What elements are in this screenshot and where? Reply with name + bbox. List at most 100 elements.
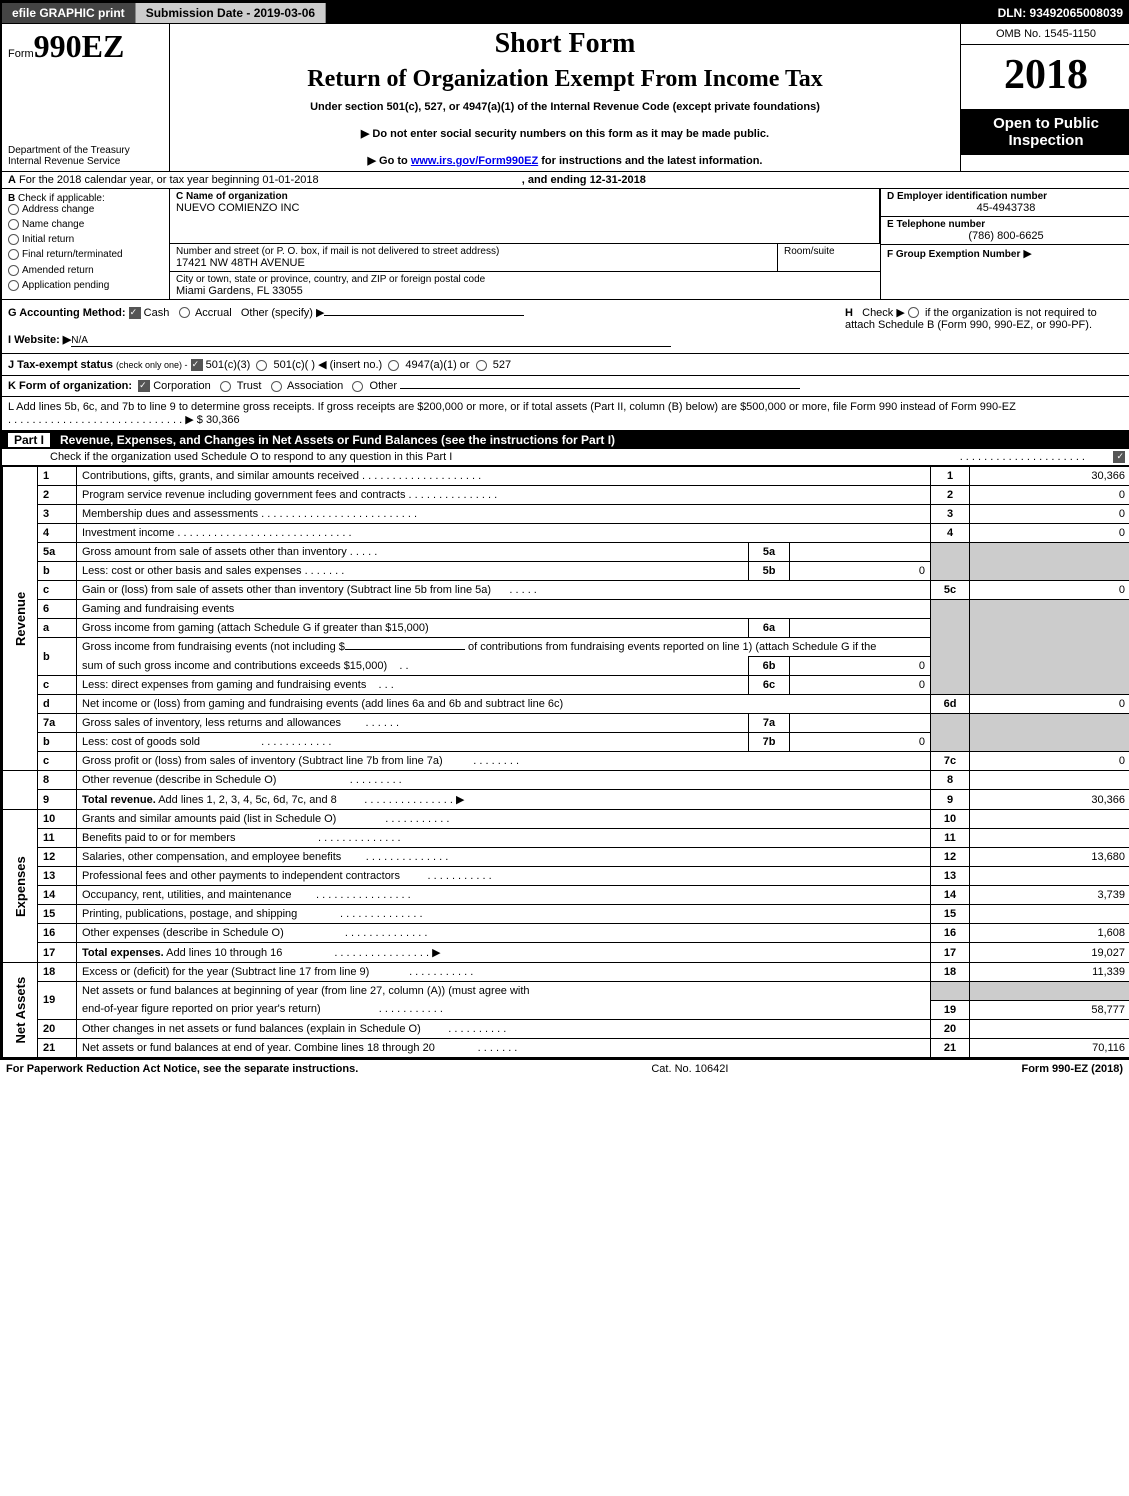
form-number: Form990EZ [8, 28, 163, 65]
netassets-side-label: Net Assets [3, 963, 38, 1058]
application-pending-radio[interactable] [8, 280, 19, 291]
line-5a-subval [790, 543, 931, 562]
return-title: Return of Organization Exempt From Incom… [176, 66, 954, 93]
line-12-amt: 13,680 [970, 848, 1129, 867]
amended-return-radio[interactable] [8, 265, 19, 276]
header-left: Form990EZ Department of the Treasury Int… [2, 24, 170, 171]
irs-link[interactable]: www.irs.gov/Form990EZ [411, 155, 538, 167]
dln-label: DLN: 93492065008039 [990, 3, 1129, 23]
line-4-desc: Investment income . . . . . . . . . . . … [77, 524, 931, 543]
l-amount: ▶ $ 30,366 [185, 414, 239, 426]
line-5b-sub: 5b [749, 562, 790, 581]
address-change-label: Address change [22, 204, 94, 215]
schedule-o-checkbox[interactable] [1113, 451, 1125, 463]
line-7a-subval [790, 714, 931, 733]
line-6d-num: d [38, 695, 77, 714]
street-label: Number and street (or P. O. box, if mail… [176, 246, 771, 257]
website-line[interactable]: N/A [71, 334, 671, 347]
part-1-title: Revenue, Expenses, and Changes in Net As… [60, 433, 1125, 447]
line-6a-subval [790, 619, 931, 638]
4947-radio[interactable] [388, 360, 399, 371]
line-14-num: 14 [38, 886, 77, 905]
name-address-column: C Name of organization NUEVO COMIENZO IN… [169, 189, 880, 299]
other-org-line[interactable] [400, 388, 800, 389]
line-7b-subval: 0 [790, 733, 931, 752]
line-5c-desc: Gain or (loss) from sale of assets other… [77, 581, 931, 600]
line-8-box: 8 [931, 771, 970, 790]
j-note: (check only one) - [116, 360, 188, 370]
i-label: I Website: ▶ [8, 334, 71, 346]
schedule-table: Revenue 1 Contributions, gifts, grants, … [2, 466, 1129, 1058]
submission-date-tab: Submission Date - 2019-03-06 [136, 3, 326, 23]
revenue-side-label: Revenue [3, 467, 38, 771]
line-19-desc-1: Net assets or fund balances at beginning… [77, 982, 931, 1001]
accrual-radio[interactable] [179, 307, 190, 318]
501c-radio[interactable] [256, 360, 267, 371]
line-3-amt: 0 [970, 505, 1129, 524]
address-change-radio[interactable] [8, 204, 19, 215]
501c3-checkbox[interactable] [191, 359, 203, 371]
application-pending-label: Application pending [22, 280, 109, 291]
website-value: N/A [71, 335, 88, 346]
open-line-2: Inspection [965, 132, 1127, 149]
line-6-shade [931, 600, 970, 695]
line-7c: c Gross profit or (loss) from sales of i… [3, 752, 1129, 771]
line-5b-subval: 0 [790, 562, 931, 581]
line-20-box: 20 [931, 1019, 970, 1038]
header-center: Short Form Return of Organization Exempt… [170, 24, 960, 171]
fundraising-amount-line[interactable] [345, 649, 465, 650]
name-change-radio[interactable] [8, 219, 19, 230]
group-exemption-label: F Group Exemption Number [887, 249, 1020, 260]
527-radio[interactable] [476, 360, 487, 371]
501c-label: 501(c)( ) ◀ (insert no.) [273, 359, 382, 371]
cash-checkbox[interactable] [129, 307, 141, 319]
line-4-amt: 0 [970, 524, 1129, 543]
line-12-box: 12 [931, 848, 970, 867]
line-19-box: 19 [931, 1000, 970, 1019]
association-radio[interactable] [271, 381, 282, 392]
line-6c-desc: Less: direct expenses from gaming and fu… [77, 676, 749, 695]
section-b: B Check if applicable: Address change Na… [2, 189, 1129, 300]
final-return-radio[interactable] [8, 249, 19, 260]
street-address-box: Number and street (or P. O. box, if mail… [170, 244, 778, 271]
line-19-2: end-of-year figure reported on prior yea… [3, 1000, 1129, 1019]
line-6-num: 6 [38, 600, 77, 619]
expenses-side-label: Expenses [3, 810, 38, 963]
footer-right: Form 990-EZ (2018) [1021, 1063, 1123, 1075]
line-6d-amt: 0 [970, 695, 1129, 714]
line-21-amt: 70,116 [970, 1038, 1129, 1057]
revenue-side-8 [3, 771, 38, 810]
trust-label: Trust [237, 380, 262, 392]
dept-line-2: Internal Revenue Service [8, 156, 163, 167]
other-org-radio[interactable] [352, 381, 363, 392]
line-5a-num: 5a [38, 543, 77, 562]
line-4-box: 4 [931, 524, 970, 543]
line-8-amt [970, 771, 1129, 790]
line-2-box: 2 [931, 486, 970, 505]
row-l: L Add lines 5b, 6c, and 7b to line 9 to … [2, 397, 1129, 431]
h-check-label: Check ▶ [862, 307, 905, 319]
trust-radio[interactable] [220, 381, 231, 392]
initial-return-radio[interactable] [8, 234, 19, 245]
line-7a-sub: 7a [749, 714, 790, 733]
line-7-shade [931, 714, 970, 752]
omb-number: OMB No. 1545-1150 [961, 24, 1129, 45]
line-16-amt: 1,608 [970, 924, 1129, 943]
line-7b-desc: Less: cost of goods sold . . . . . . . .… [77, 733, 749, 752]
line-9-amt: 30,366 [970, 790, 1129, 810]
line-8-num: 8 [38, 771, 77, 790]
line-12: 12 Salaries, other compensation, and emp… [3, 848, 1129, 867]
efile-tab[interactable]: efile GRAPHIC print [2, 3, 136, 23]
corporation-checkbox[interactable] [138, 380, 150, 392]
line-21-num: 21 [38, 1038, 77, 1057]
schedule-b-radio[interactable] [908, 307, 919, 318]
line-19-1: 19 Net assets or fund balances at beginn… [3, 982, 1129, 1001]
line-6a-sub: 6a [749, 619, 790, 638]
room-suite-box: Room/suite [778, 244, 880, 271]
other-specify-line[interactable] [324, 315, 524, 316]
amended-return-label: Amended return [22, 265, 94, 276]
line-14-desc: Occupancy, rent, utilities, and maintena… [77, 886, 931, 905]
subtitle: Under section 501(c), 527, or 4947(a)(1)… [176, 101, 954, 113]
line-9: 9 Total revenue. Add lines 1, 2, 3, 4, 5… [3, 790, 1129, 810]
line-9-desc: Total revenue. Add lines 1, 2, 3, 4, 5c,… [77, 790, 931, 810]
